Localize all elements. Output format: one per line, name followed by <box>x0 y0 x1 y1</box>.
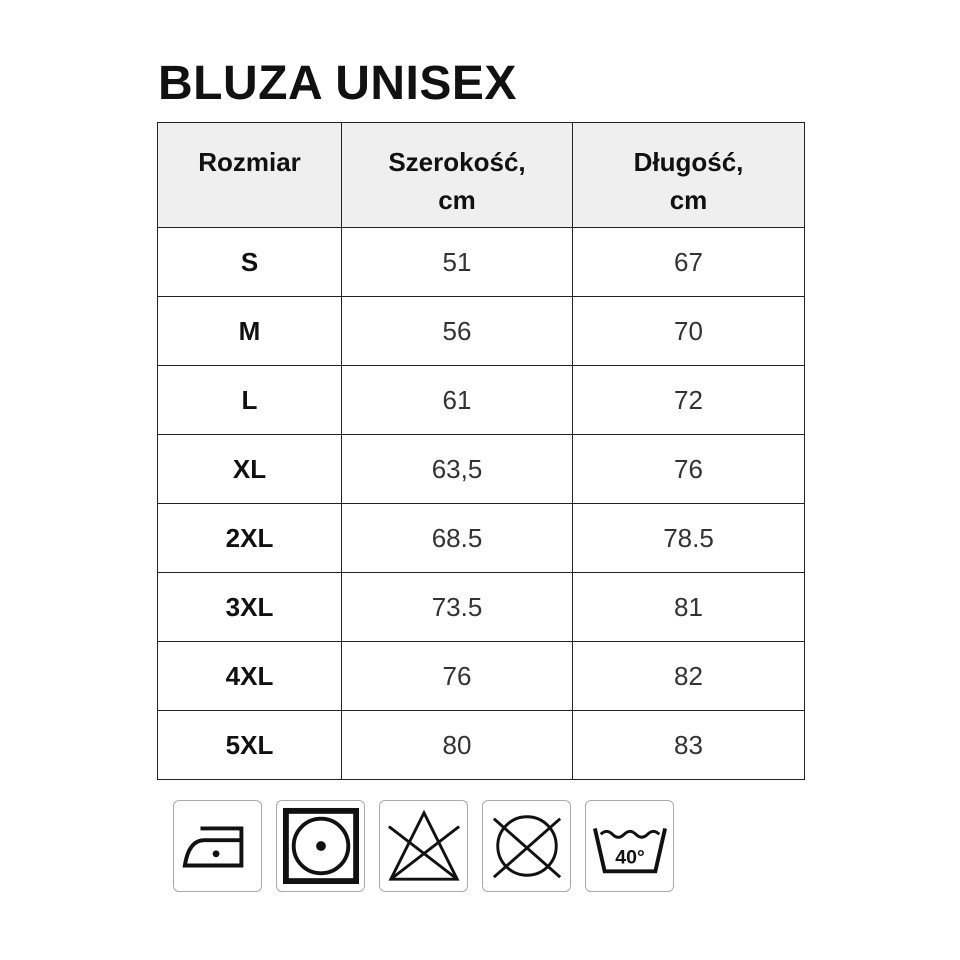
width-cell: 63,5 <box>341 434 573 504</box>
length-cell: 72 <box>572 365 805 435</box>
table-row: L 61 72 <box>157 365 805 435</box>
tumble-dry-icon <box>276 800 365 892</box>
size-cell: XL <box>157 434 342 504</box>
table-row: 3XL 73.5 81 <box>157 572 805 642</box>
table-header-row: Rozmiar Szerokość, cm Długość, cm <box>157 122 805 228</box>
size-cell: 5XL <box>157 710 342 780</box>
size-cell: M <box>157 296 342 366</box>
size-cell: 3XL <box>157 572 342 642</box>
width-cell: 73.5 <box>341 572 573 642</box>
iron-low-heat-icon <box>173 800 262 892</box>
width-cell: 80 <box>341 710 573 780</box>
table-row: M 56 70 <box>157 296 805 366</box>
width-cell: 68.5 <box>341 503 573 573</box>
header-size: Rozmiar <box>157 122 342 228</box>
length-cell: 76 <box>572 434 805 504</box>
do-not-bleach-icon <box>379 800 468 892</box>
do-not-dry-clean-icon <box>482 800 571 892</box>
length-cell: 78.5 <box>572 503 805 573</box>
care-icons: 40° <box>173 800 674 892</box>
table-row: XL 63,5 76 <box>157 434 805 504</box>
header-length: Długość, cm <box>572 122 805 228</box>
width-cell: 61 <box>341 365 573 435</box>
size-cell: 4XL <box>157 641 342 711</box>
length-cell: 82 <box>572 641 805 711</box>
table-row: S 51 67 <box>157 227 805 297</box>
size-table: Rozmiar Szerokość, cm Długość, cm S 51 67 M… <box>157 122 805 780</box>
size-cell: S <box>157 227 342 297</box>
width-cell: 51 <box>341 227 573 297</box>
length-cell: 70 <box>572 296 805 366</box>
width-cell: 56 <box>341 296 573 366</box>
header-length-label: Długość, cm <box>633 147 744 215</box>
length-cell: 67 <box>572 227 805 297</box>
page-title: BLUZA UNISEX <box>158 57 517 110</box>
length-cell: 81 <box>572 572 805 642</box>
header-width: Szerokość, cm <box>341 122 573 228</box>
table-row: 2XL 68.5 78.5 <box>157 503 805 573</box>
width-cell: 76 <box>341 641 573 711</box>
size-cell: 2XL <box>157 503 342 573</box>
length-cell: 83 <box>572 710 805 780</box>
size-cell: L <box>157 365 342 435</box>
wash-40-icon: 40° <box>585 800 674 892</box>
table-row: 4XL 76 82 <box>157 641 805 711</box>
table-row: 5XL 80 83 <box>157 710 805 780</box>
header-width-label: Szerokość, cm <box>388 147 526 215</box>
wash-temperature-label: 40° <box>615 847 645 869</box>
